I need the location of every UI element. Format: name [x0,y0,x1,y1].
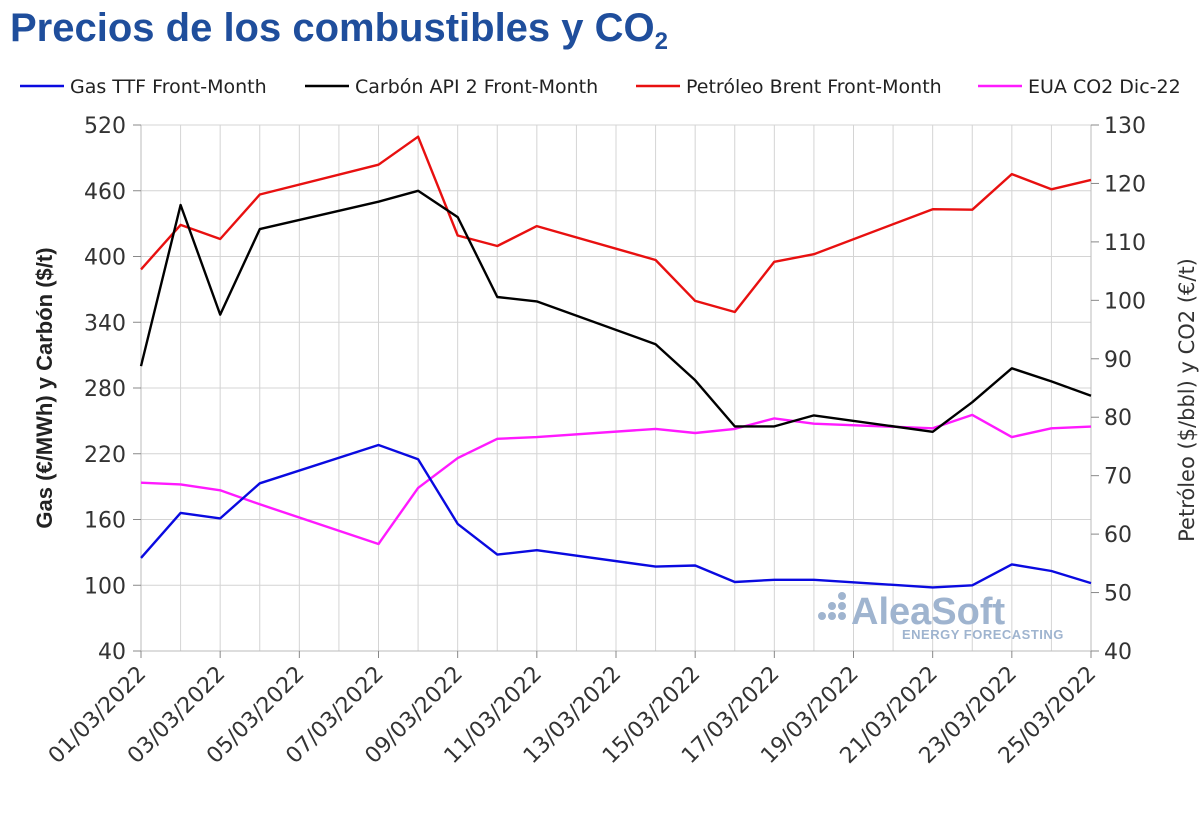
series-line-1 [140,443,1092,589]
legend: Gas TTF Front-Month Carbón API 2 Front-Mo… [20,76,1181,98]
y-tick-label-right: 90 [1104,348,1132,373]
series-line-4 [140,413,1092,546]
y-tick-label-right: 80 [1104,406,1132,431]
legend-label: EUA CO2 Dic-22 [1028,76,1181,98]
y-tick-label-right: 60 [1104,523,1132,548]
y-tick-label-left: 40 [98,640,126,665]
y-tick-label-left: 520 [84,114,126,139]
y-tick-label-left: 280 [84,377,126,402]
watermark-logo: AleaSoft ENERGY FORECASTING [818,591,1064,642]
legend-label: Gas TTF Front-Month [70,76,267,98]
y-tick-label-left: 460 [84,180,126,205]
series-line-3 [140,135,1092,314]
y-tick-label-right: 100 [1104,289,1146,314]
y-tick-label-right: 120 [1104,172,1146,197]
y-tick-label-left: 160 [84,509,126,534]
y-axis-right-label: Petróleo ($/bbl) y CO2 (€/t) [1175,258,1199,542]
y-tick-label-right: 40 [1104,640,1132,665]
chart-title: Precios de los combustibles y CO2 [10,6,668,56]
y-axis-left-label: Gas (€/MWh) y Carbón ($/t) [32,247,57,528]
series-lines [139,135,1092,589]
series-line-2 [139,189,1092,433]
y-tick-label-left: 340 [84,311,126,336]
y-tick-label-left: 220 [84,443,126,468]
y-tick-label-right: 70 [1104,465,1132,490]
watermark-tagline: ENERGY FORECASTING [902,627,1064,642]
grid [140,124,1092,652]
chart-title-main: Precios de los combustibles y CO [10,6,655,50]
legend-label: Carbón API 2 Front-Month [355,76,598,98]
chart-title-subscript: 2 [654,28,669,55]
watermark-dots-icon [818,592,846,620]
y-tick-label-right: 130 [1104,114,1146,139]
y-tick-label-left: 100 [84,574,126,599]
legend-label: Petróleo Brent Front-Month [686,76,942,98]
axes: 40 100 160 220 280 340 400 460 520 40 50 60 70 80 90 10… [44,114,1146,769]
y-tick-label-right: 110 [1104,231,1146,256]
watermark-brand: AleaSoft [851,591,1005,633]
y-tick-label-right: 50 [1104,582,1132,607]
y-tick-label-left: 400 [84,246,126,271]
